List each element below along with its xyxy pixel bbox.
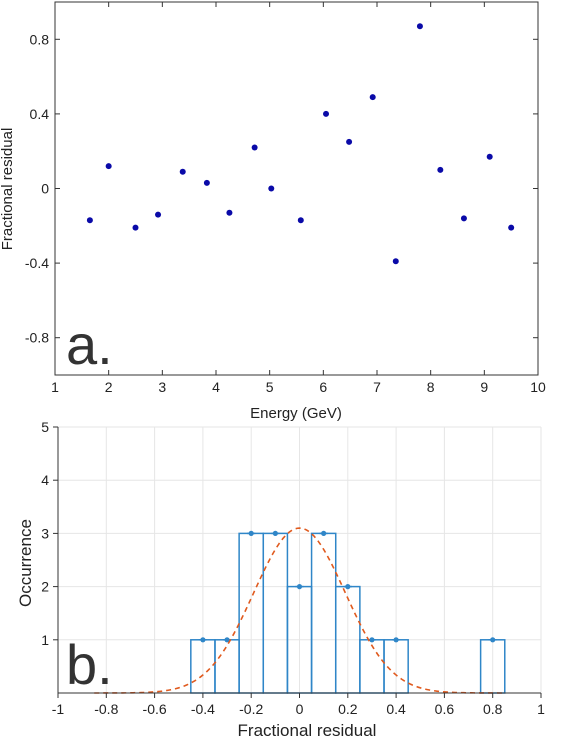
panel-b-histogram: -1 -0.8 -0.6 -0.4 -0.2 0 0.2 0.4 0.6 0.8 1 1 2 3 4 5 b… (16, 419, 545, 740)
y-tick-label: 0.8 (30, 31, 50, 47)
panel-b-label: b. (66, 633, 113, 696)
panel-b-gaussian-fit (94, 527, 505, 694)
data-point (132, 224, 139, 231)
bar-top-marker (200, 637, 206, 643)
x-tick-label: 1 (51, 379, 59, 395)
bar-top-marker (369, 637, 375, 643)
bar-top-marker (321, 530, 327, 537)
panel-a-scatter-plot: 1 2 3 4 5 6 7 8 9 10 -0.8 -0.4 0 0.4 0.8 a. Energy (G… (0, 1, 546, 422)
panel-b-y-ticks: 1 2 3 4 5 (41, 419, 58, 648)
y-tick-label: 1 (41, 632, 49, 648)
bar-top-marker (248, 530, 254, 537)
x-tick-label: -0.2 (239, 701, 263, 717)
data-point (203, 179, 210, 186)
data-point (437, 166, 444, 173)
x-tick-label: 0 (296, 701, 304, 717)
panel-b-y-axis-label: Occurrence (16, 519, 35, 607)
data-point (346, 138, 353, 145)
panel-a-data-points (86, 23, 515, 265)
data-point (268, 185, 275, 192)
y-tick-label: 0.4 (30, 106, 50, 122)
x-tick-label: -1 (52, 701, 65, 717)
y-tick-label: 0 (41, 181, 49, 197)
panel-b-x-axis-label: Fractional residual (238, 721, 377, 740)
bar-top-marker (296, 584, 303, 590)
y-tick-label: -0.8 (25, 330, 49, 346)
x-tick-label: 10 (530, 379, 546, 395)
x-tick-label: 4 (212, 379, 220, 395)
bar-top-marker (272, 530, 278, 537)
x-tick-label: 0.8 (483, 701, 503, 717)
x-tick-label: 9 (480, 379, 488, 395)
x-tick-label: 2 (105, 379, 113, 395)
data-point (155, 211, 162, 218)
x-tick-label: -0.4 (191, 701, 215, 717)
x-tick-label: 8 (427, 379, 435, 395)
y-tick-label: 3 (41, 525, 49, 541)
y-tick-label: 4 (41, 472, 49, 488)
y-tick-label: 5 (41, 419, 49, 435)
panel-a-y-axis-label: Fractional residual (0, 128, 16, 251)
y-tick-label: -0.4 (25, 255, 49, 271)
x-tick-label: 0.4 (386, 701, 406, 717)
panel-a-label: a. (66, 313, 113, 376)
bar-top-marker (393, 637, 399, 643)
x-tick-label: 0.2 (338, 701, 358, 717)
panel-b-x-ticks: -1 -0.8 -0.6 -0.4 -0.2 0 0.2 0.4 0.6 0.8 1 (52, 693, 545, 717)
panel-a-x-axis-label: Energy (GeV) (250, 405, 342, 422)
data-point (416, 23, 423, 30)
y-tick-label: 2 (41, 579, 49, 595)
x-tick-label: -0.6 (143, 701, 167, 717)
data-point (105, 163, 112, 170)
data-point (86, 217, 93, 224)
bar-top-marker (224, 637, 230, 643)
bar-top-marker (490, 637, 496, 643)
panel-a-y-ticks: -0.8 -0.4 0 0.4 0.8 (25, 31, 538, 346)
data-point (486, 153, 493, 160)
x-tick-label: 1 (537, 701, 545, 717)
data-point (369, 94, 376, 101)
data-point (323, 110, 330, 117)
x-tick-label: 7 (373, 379, 381, 395)
data-point (508, 224, 515, 231)
x-tick-label: 6 (319, 379, 327, 395)
data-point (460, 215, 467, 222)
data-point (251, 144, 258, 151)
data-point (297, 217, 304, 224)
x-tick-label: -0.8 (94, 701, 118, 717)
panel-a-x-ticks: 1 2 3 4 5 6 7 8 9 10 (51, 2, 546, 395)
x-tick-label: 5 (266, 379, 274, 395)
gaussian-fit-curve (94, 527, 505, 694)
data-point (179, 168, 186, 175)
data-point (392, 258, 399, 265)
panel-a-plot-area (54, 1, 539, 376)
data-point (226, 209, 233, 216)
x-tick-label: 0.6 (435, 701, 455, 717)
bar-top-marker (345, 584, 351, 590)
x-tick-label: 3 (158, 379, 166, 395)
